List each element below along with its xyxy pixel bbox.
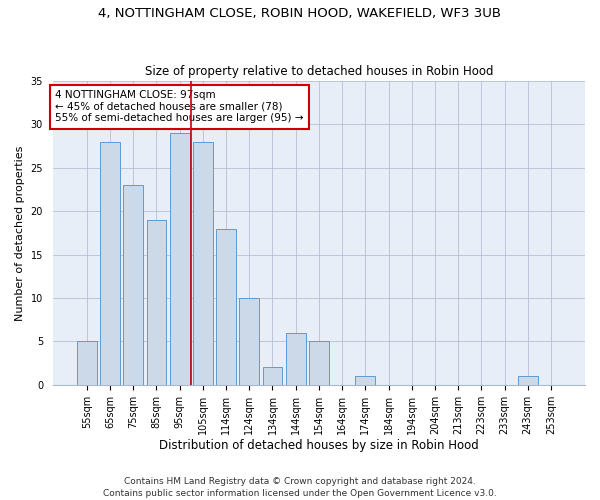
Text: 4 NOTTINGHAM CLOSE: 97sqm
← 45% of detached houses are smaller (78)
55% of semi-: 4 NOTTINGHAM CLOSE: 97sqm ← 45% of detac… bbox=[55, 90, 304, 124]
Bar bbox=[286, 333, 305, 385]
Bar bbox=[170, 133, 190, 385]
Bar bbox=[309, 342, 329, 385]
Bar bbox=[124, 185, 143, 385]
Title: Size of property relative to detached houses in Robin Hood: Size of property relative to detached ho… bbox=[145, 66, 493, 78]
Bar bbox=[216, 228, 236, 385]
Text: Contains HM Land Registry data © Crown copyright and database right 2024.
Contai: Contains HM Land Registry data © Crown c… bbox=[103, 476, 497, 498]
Bar bbox=[355, 376, 375, 385]
Bar bbox=[77, 342, 97, 385]
Bar bbox=[518, 376, 538, 385]
Bar bbox=[239, 298, 259, 385]
Bar bbox=[263, 368, 283, 385]
Bar bbox=[100, 142, 120, 385]
Bar bbox=[193, 142, 213, 385]
X-axis label: Distribution of detached houses by size in Robin Hood: Distribution of detached houses by size … bbox=[159, 440, 479, 452]
Y-axis label: Number of detached properties: Number of detached properties bbox=[15, 146, 25, 320]
Text: 4, NOTTINGHAM CLOSE, ROBIN HOOD, WAKEFIELD, WF3 3UB: 4, NOTTINGHAM CLOSE, ROBIN HOOD, WAKEFIE… bbox=[98, 8, 502, 20]
Bar bbox=[146, 220, 166, 385]
